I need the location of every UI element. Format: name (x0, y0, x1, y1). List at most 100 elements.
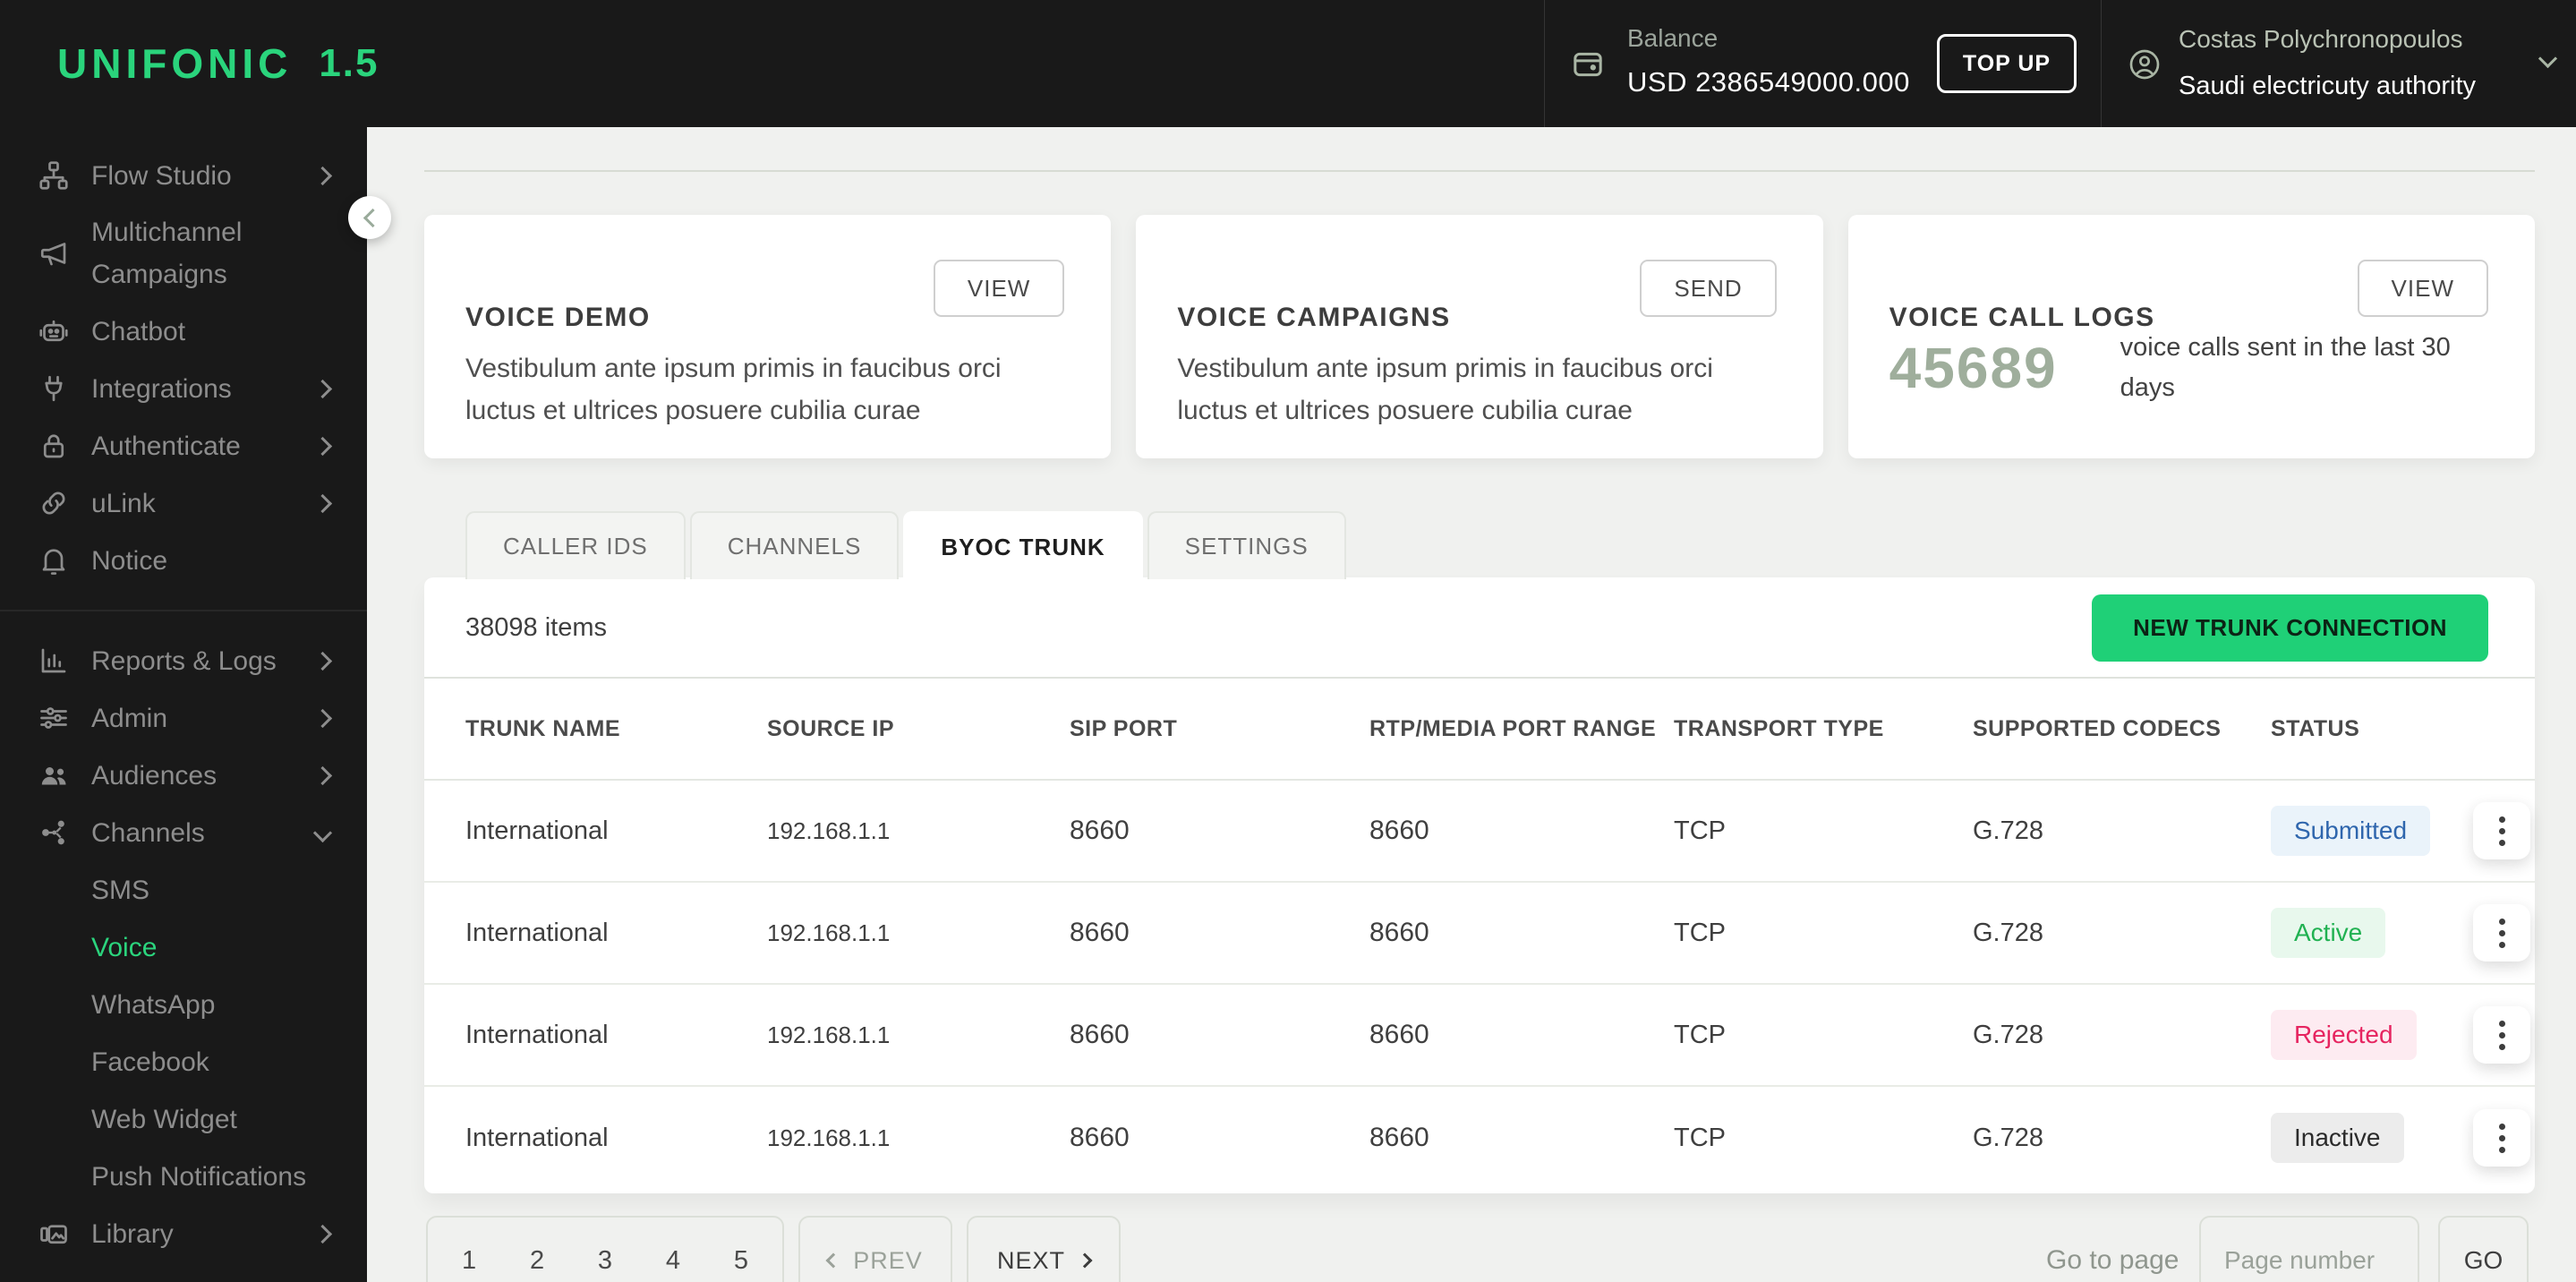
new-trunk-connection-button[interactable]: NEW TRUNK CONNECTION (2092, 594, 2488, 662)
row-actions-menu-button[interactable] (2473, 1109, 2530, 1167)
view-button[interactable]: VIEW (933, 260, 1065, 317)
page-number-input[interactable] (2199, 1216, 2419, 1282)
summary-cards: VOICE DEMO VIEW Vestibulum ante ipsum pr… (424, 215, 2535, 458)
table-row: International 192.168.1.1 8660 8660 TCP … (424, 1087, 2535, 1189)
cell-codecs: G.728 (1973, 1123, 2043, 1152)
voice-demo-card: VOICE DEMO VIEW Vestibulum ante ipsum pr… (424, 215, 1112, 458)
voice-calls-metric-caption: voice calls sent in the last 30 days (2120, 333, 2451, 402)
go-button[interactable]: GO (2438, 1216, 2529, 1282)
next-page-button[interactable]: NEXT (967, 1216, 1121, 1282)
sidebar-item-library[interactable]: Library (0, 1205, 367, 1262)
cell-trunk-name: International (465, 1020, 609, 1049)
sidebar-item-flow-studio[interactable]: Flow Studio (0, 147, 367, 204)
sidebar-item-ulink[interactable]: uLink (0, 474, 367, 532)
network-icon (36, 815, 72, 850)
sidebar-item-admin[interactable]: Admin (0, 689, 367, 747)
tab-channels[interactable]: CHANNELS (689, 511, 900, 579)
top-up-button[interactable]: TOP UP (1937, 34, 2077, 93)
sidebar-item-reports-logs[interactable]: Reports & Logs (0, 632, 367, 689)
sidebar-collapse-button[interactable] (348, 196, 391, 239)
sidebar-item-label: Multichannel Campaigns (91, 218, 243, 289)
view-button[interactable]: VIEW (2357, 260, 2488, 317)
sidebar-item-push-notifications[interactable]: Push Notifications (0, 1148, 367, 1205)
bell-icon (36, 543, 72, 578)
card-title: VOICE CAMPAIGNS (1177, 303, 1451, 332)
chevron-left-icon (825, 1252, 841, 1269)
tab-caller-ids[interactable]: CALLER IDS (465, 511, 686, 579)
sidebar-item-audiences[interactable]: Audiences (0, 747, 367, 804)
sidebar-item-whatsapp[interactable]: WhatsApp (0, 976, 367, 1033)
status-badge: Inactive (2271, 1113, 2404, 1163)
pagination: 1 2 3 4 5 PREV NEXT Go to page GO (0, 1216, 2576, 1282)
sidebar-item-label: Push Notifications (91, 1161, 307, 1192)
page-button-4[interactable]: 4 (665, 1245, 680, 1275)
next-label: NEXT (996, 1246, 1065, 1274)
cell-source-ip: 192.168.1.1 (767, 1021, 891, 1048)
sidebar-item-multichannel-campaigns[interactable]: Multichannel Campaigns (0, 204, 367, 303)
sidebar-item-facebook[interactable]: Facebook (0, 1033, 367, 1090)
cell-transport-type: TCP (1674, 1020, 1726, 1049)
sidebar-item-integrations[interactable]: Integrations (0, 360, 367, 417)
sidebar-item-web-widget[interactable]: Web Widget (0, 1090, 367, 1148)
chevron-down-icon (2538, 48, 2558, 69)
voice-campaigns-card: VOICE CAMPAIGNS SEND Vestibulum ante ips… (1136, 215, 1823, 458)
page-button-5[interactable]: 5 (733, 1245, 748, 1275)
cell-sip-port: 8660 (1070, 918, 1130, 947)
chevron-right-icon (312, 493, 333, 513)
cell-source-ip: 192.168.1.1 (767, 1124, 891, 1151)
people-icon (36, 757, 72, 793)
prev-label: PREV (853, 1246, 923, 1274)
sliders-icon (36, 700, 72, 736)
sidebar-item-authenticate[interactable]: Authenticate (0, 417, 367, 474)
sidebar-item-channels[interactable]: Channels (0, 804, 367, 861)
row-actions-menu-button[interactable] (2473, 1006, 2530, 1064)
sidebar-item-voice[interactable]: Voice (0, 919, 367, 976)
column-header-trunk-name: TRUNK NAME (465, 715, 621, 741)
sidebar-item-label: Audiences (91, 760, 218, 791)
tab-settings[interactable]: SETTINGS (1147, 511, 1346, 579)
bar-chart-icon (36, 643, 72, 679)
cell-rtp-port: 8660 (1369, 1123, 1429, 1152)
page-button-1[interactable]: 1 (462, 1245, 477, 1275)
sidebar-item-label: Admin (91, 703, 168, 733)
cell-codecs: G.728 (1973, 1020, 2043, 1049)
chevron-right-icon (312, 1224, 333, 1244)
page-button-2[interactable]: 2 (529, 1245, 545, 1275)
sidebar-item-sms[interactable]: SMS (0, 861, 367, 919)
sidebar-nav: Flow Studio Multichannel Campaigns Chatb… (0, 147, 367, 1262)
card-title: VOICE CALL LOGS (1889, 303, 2155, 332)
cell-codecs: G.728 (1973, 816, 2043, 845)
row-actions-menu-button[interactable] (2473, 802, 2530, 859)
sidebar-item-chatbot[interactable]: Chatbot (0, 303, 367, 360)
card-description: Vestibulum ante ipsum primis in faucibus… (465, 354, 1002, 425)
table-row: International 192.168.1.1 8660 8660 TCP … (424, 781, 2535, 883)
brand-logo: UNIFONIC 1.5 (57, 0, 380, 127)
send-button[interactable]: SEND (1640, 260, 1777, 317)
tab-byoc-trunk[interactable]: BYOC TRUNK (903, 511, 1143, 581)
cell-trunk-name: International (465, 918, 609, 947)
cell-source-ip: 192.168.1.1 (767, 816, 891, 844)
sidebar-item-label: Notice (91, 545, 168, 576)
sidebar-item-label: Library (91, 1218, 174, 1249)
goto-page-label: Go to page (2046, 1245, 2179, 1275)
items-count: 38098 items (465, 613, 607, 642)
trunk-tabs: CALLER IDS CHANNELS BYOC TRUNK SETTINGS (465, 511, 1346, 581)
prev-page-button[interactable]: PREV (798, 1216, 952, 1282)
sidebar-item-notice[interactable]: Notice (0, 532, 367, 589)
balance-label: Balance (1627, 24, 1719, 52)
user-menu[interactable]: Costas Polychronopoulos Saudi electricut… (2103, 0, 2576, 127)
person-circle-icon (2127, 47, 2162, 82)
link-icon (36, 485, 72, 521)
chevron-down-icon (312, 823, 333, 842)
sidebar-item-label: Chatbot (91, 316, 186, 346)
table-header-row: TRUNK NAME SOURCE IP SIP PORT RTP/MEDIA … (424, 679, 2535, 781)
cell-rtp-port: 8660 (1369, 918, 1429, 947)
sidebar-item-label: WhatsApp (91, 989, 216, 1020)
lock-icon (36, 428, 72, 464)
cell-transport-type: TCP (1674, 918, 1726, 947)
row-actions-menu-button[interactable] (2473, 904, 2530, 962)
column-header-supported-codecs: SUPPORTED CODECS (1973, 715, 2222, 741)
page-button-3[interactable]: 3 (597, 1245, 613, 1275)
cell-transport-type: TCP (1674, 816, 1726, 845)
